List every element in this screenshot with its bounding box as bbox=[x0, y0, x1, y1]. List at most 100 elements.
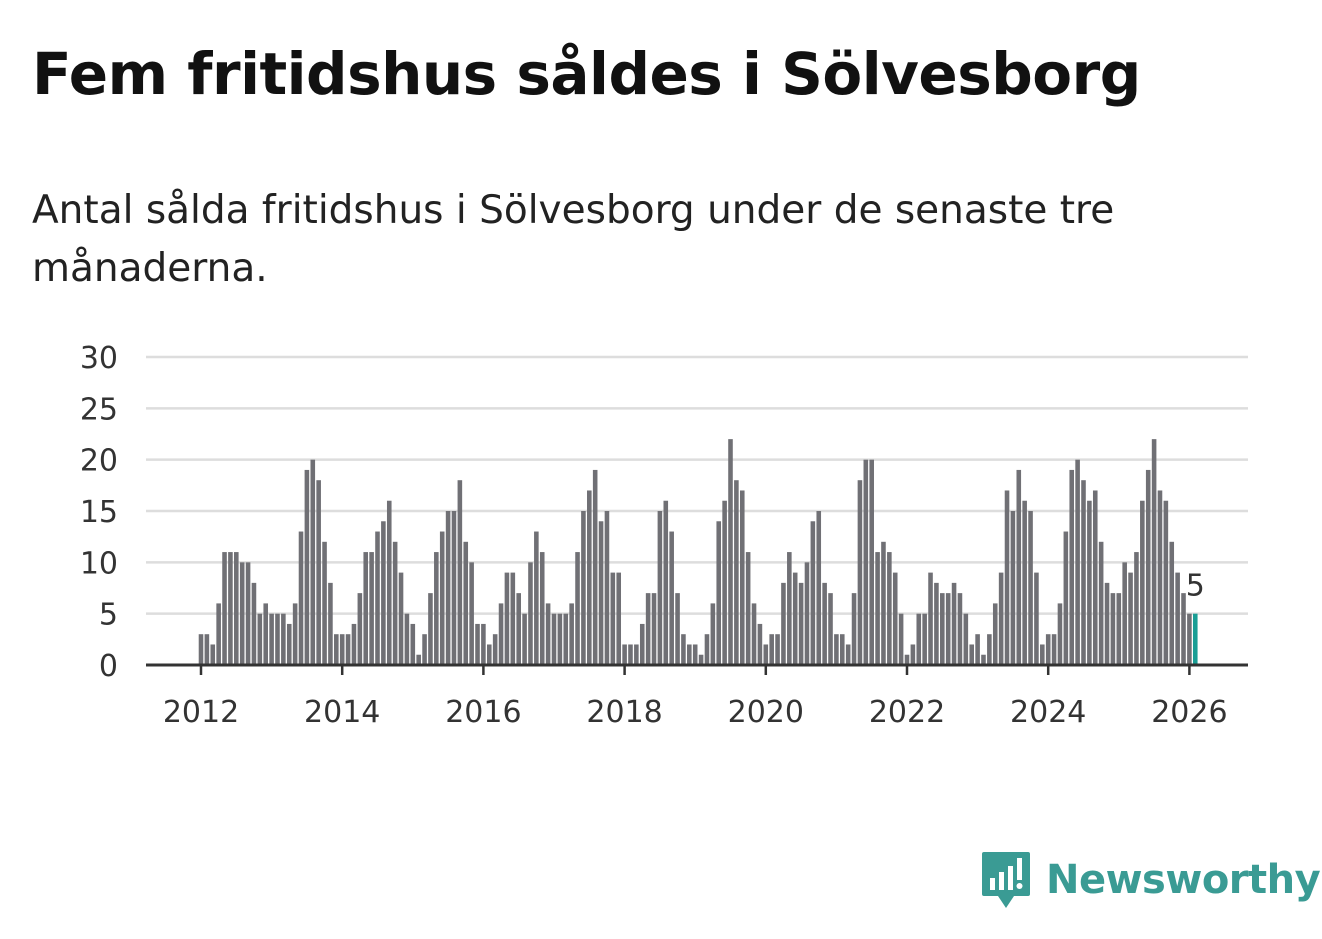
bar bbox=[498, 603, 504, 665]
bar bbox=[739, 490, 745, 665]
bar bbox=[1163, 500, 1169, 665]
bar bbox=[1175, 572, 1180, 665]
bar bbox=[1081, 480, 1086, 665]
bar bbox=[651, 593, 657, 665]
bar bbox=[587, 490, 592, 665]
y-tick-label: 20 bbox=[80, 444, 118, 479]
bar bbox=[1187, 613, 1192, 665]
bar bbox=[1051, 634, 1057, 665]
bar bbox=[1022, 500, 1027, 665]
brand-name: Newsworthy bbox=[1046, 857, 1321, 903]
bar bbox=[716, 521, 722, 665]
x-tick-label: 2024 bbox=[1010, 695, 1086, 730]
bar bbox=[486, 644, 492, 665]
bar bbox=[734, 480, 739, 665]
bar bbox=[281, 613, 286, 665]
bar bbox=[792, 572, 798, 665]
bar bbox=[681, 634, 686, 665]
bar bbox=[781, 582, 786, 665]
x-tick-label: 2012 bbox=[163, 695, 239, 730]
bar bbox=[1122, 562, 1127, 665]
bar bbox=[845, 644, 851, 665]
bar bbox=[687, 644, 692, 665]
bar bbox=[1063, 531, 1069, 665]
bar bbox=[363, 552, 369, 665]
y-tick-label: 30 bbox=[80, 341, 118, 376]
bar bbox=[404, 613, 410, 665]
bar bbox=[763, 644, 769, 665]
bar bbox=[463, 541, 469, 665]
bar bbox=[981, 654, 986, 665]
bar bbox=[1110, 593, 1116, 665]
bar bbox=[475, 623, 480, 665]
bar bbox=[516, 593, 521, 665]
bar bbox=[922, 613, 927, 665]
bar bbox=[892, 572, 898, 665]
bar bbox=[445, 511, 451, 665]
bar bbox=[1140, 500, 1145, 665]
bar bbox=[357, 593, 363, 665]
bar bbox=[551, 613, 557, 665]
bar bbox=[916, 613, 922, 665]
bar bbox=[1104, 582, 1110, 665]
bar bbox=[263, 603, 269, 665]
bar bbox=[575, 552, 580, 665]
y-tick-label: 25 bbox=[80, 392, 118, 427]
bar bbox=[775, 634, 780, 665]
bar bbox=[881, 541, 886, 665]
bar bbox=[663, 500, 669, 665]
bar bbox=[634, 644, 639, 665]
bar bbox=[598, 521, 604, 665]
bar bbox=[610, 572, 616, 665]
bar bbox=[304, 469, 310, 665]
bar bbox=[210, 644, 216, 665]
bar bbox=[698, 654, 704, 665]
bar bbox=[286, 623, 292, 665]
bar bbox=[369, 552, 374, 665]
bar bbox=[910, 644, 916, 665]
bar bbox=[951, 582, 957, 665]
bar bbox=[934, 582, 939, 665]
bar bbox=[669, 531, 674, 665]
bar bbox=[328, 582, 333, 665]
bar bbox=[692, 644, 698, 665]
bar bbox=[834, 634, 839, 665]
bar bbox=[581, 511, 586, 665]
bar bbox=[216, 603, 221, 665]
bar bbox=[386, 500, 392, 665]
bar bbox=[975, 634, 980, 665]
bar bbox=[757, 623, 763, 665]
bar bbox=[1092, 490, 1098, 665]
bar bbox=[1045, 634, 1051, 665]
bar bbox=[1087, 500, 1092, 665]
bar bbox=[1010, 511, 1016, 665]
bar bbox=[657, 511, 663, 665]
bar bbox=[563, 613, 569, 665]
bar bbox=[416, 654, 421, 665]
bar bbox=[222, 552, 227, 665]
bar bbox=[945, 593, 951, 665]
bar bbox=[198, 634, 204, 665]
bar bbox=[592, 469, 598, 665]
bar bbox=[204, 634, 210, 665]
bar bbox=[787, 552, 792, 665]
bar bbox=[822, 582, 827, 665]
bar bbox=[275, 613, 280, 665]
bar bbox=[522, 613, 527, 665]
bar bbox=[245, 562, 251, 665]
bar bbox=[428, 593, 433, 665]
y-tick-label: 15 bbox=[80, 495, 118, 530]
bar bbox=[1004, 490, 1010, 665]
bar bbox=[616, 572, 622, 665]
chart-title: Fem fritidshus såldes i Sölvesborg bbox=[32, 40, 1141, 108]
bar bbox=[1169, 541, 1175, 665]
bar bbox=[1128, 572, 1133, 665]
x-tick-label: 2026 bbox=[1151, 695, 1227, 730]
bar bbox=[334, 634, 339, 665]
bar bbox=[1157, 490, 1163, 665]
bar bbox=[704, 634, 710, 665]
bar bbox=[828, 593, 833, 665]
bar bbox=[351, 623, 357, 665]
bar bbox=[639, 623, 645, 665]
bar bbox=[239, 562, 245, 665]
